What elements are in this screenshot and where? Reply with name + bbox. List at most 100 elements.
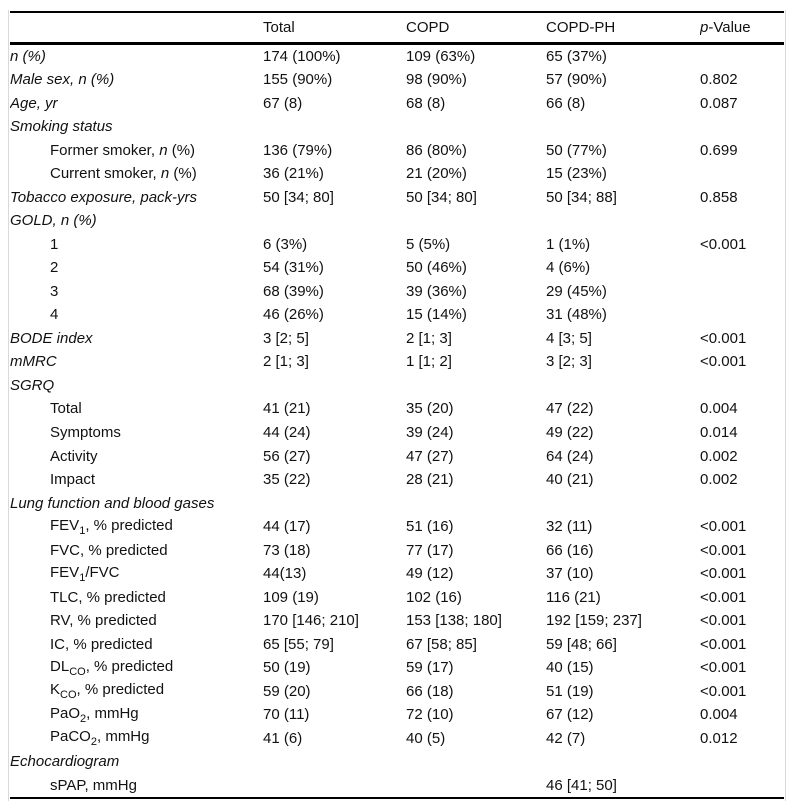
- col-header-copd-ph: COPD-PH: [546, 12, 700, 43]
- cell-p-value: <0.001: [700, 612, 747, 630]
- cell-total: [263, 773, 406, 798]
- cell-copd: 40 (5): [406, 729, 446, 747]
- table-row: sPAP, mmHg 46 [41; 50]: [10, 773, 784, 798]
- label-text: (%): [167, 141, 196, 159]
- label-text: n: [159, 141, 168, 159]
- cell-copd: [406, 115, 546, 139]
- row-label: Symptoms: [10, 421, 263, 445]
- label-text: -Value: [708, 18, 751, 36]
- cell-copd-ph: 40 (15): [546, 659, 594, 677]
- cell-total: 50 [34; 80]: [263, 188, 334, 206]
- row-label: KCO, % predicted: [10, 679, 263, 703]
- cell-total: [263, 374, 406, 398]
- table-row: Symptoms 44 (24) 39 (24) 49 (22) 0.014: [10, 421, 784, 445]
- label-text: (%): [169, 165, 197, 183]
- cell-copd: 98 (90%): [406, 71, 467, 89]
- cell-copd-ph: 15 (23%): [546, 165, 607, 183]
- right-edge-line: [785, 10, 786, 801]
- row-label: 3: [10, 280, 263, 304]
- label-text: Symptoms: [50, 424, 121, 441]
- cell-p-value: [700, 115, 784, 139]
- cell-total: 59 (20): [263, 682, 311, 700]
- label-text: Lung function and blood gases: [10, 494, 215, 512]
- row-label: 1: [10, 233, 263, 257]
- label-text: PaO: [50, 704, 81, 722]
- row-label: PaCO2, mmHg: [10, 726, 263, 750]
- cell-p-value: <0.001: [700, 565, 747, 583]
- label-text: GOLD, n (%): [10, 212, 97, 230]
- cell-copd-ph: [546, 209, 700, 233]
- table-row: Male sex, n (%) 155 (90%) 98 (90%) 57 (90%)…: [10, 68, 784, 92]
- cell-copd-ph: 29 (45%): [546, 282, 607, 300]
- cell-copd: 50 (46%): [406, 259, 467, 277]
- cell-p-value: <0.001: [700, 659, 747, 677]
- row-label: PaO2, mmHg: [10, 703, 263, 727]
- cell-copd-ph: 66 (16): [546, 541, 594, 559]
- cell-copd-ph: 49 (22): [546, 424, 594, 441]
- label-text: COPD: [406, 18, 450, 36]
- label-text: FVC, % predicted: [50, 541, 168, 559]
- cell-copd-ph: 4 [3; 5]: [546, 329, 592, 347]
- label-subscript: CO: [69, 665, 86, 678]
- label-text: p: [700, 18, 709, 36]
- cell-p-value: <0.001: [700, 518, 747, 536]
- table-row: KCO, % predicted 59 (20) 66 (18) 51 (19) <0.…: [10, 679, 784, 703]
- cell-total: 56 (27): [263, 447, 311, 465]
- table-row: TLC, % predicted 109 (19) 102 (16) 116 (21)…: [10, 585, 784, 609]
- col-header-p-value: p-Value: [700, 12, 784, 43]
- cell-copd: [406, 374, 546, 398]
- cell-p-value: 0.004: [700, 706, 738, 724]
- table-row: BODE index 3 [2; 5] 2 [1; 3] 4 [3; 5] <0.001: [10, 327, 784, 351]
- clinical-characteristics-table: Total COPD COPD-PH p-Value n (%) 174 (100%) 1…: [10, 11, 784, 799]
- cell-total: 41 (21): [263, 400, 311, 418]
- cell-total: 36 (21%): [263, 165, 324, 183]
- row-label: Impact: [10, 468, 263, 492]
- cell-p-value: 0.002: [700, 471, 738, 489]
- cell-p-value: <0.001: [700, 588, 747, 606]
- cell-total: 50 (19): [263, 659, 311, 677]
- cell-copd-ph: 192 [159; 237]: [546, 612, 642, 630]
- row-label: Echocardiogram: [10, 750, 263, 774]
- cell-copd-ph: 1 (1%): [546, 235, 591, 253]
- cell-copd-ph: 37 (10): [546, 565, 594, 583]
- label-text: DL: [50, 657, 70, 675]
- label-text: Impact: [50, 471, 96, 489]
- table-row: Activity 56 (27) 47 (27) 64 (24) 0.002: [10, 444, 784, 468]
- cell-copd-ph: 50 [34; 88]: [546, 188, 617, 206]
- cell-p-value: 0.802: [700, 71, 738, 89]
- cell-p-value: 0.014: [700, 424, 738, 441]
- label-text: Former smoker,: [50, 141, 160, 159]
- label-text: mMRC: [10, 353, 57, 371]
- table-row: RV, % predicted 170 [146; 210] 153 [138; 1…: [10, 609, 784, 633]
- cell-copd: [406, 773, 546, 798]
- label-text: Tobacco exposure, pack-yrs: [10, 188, 198, 206]
- table-row: Former smoker, n (%) 136 (79%) 86 (80%) 50 …: [10, 139, 784, 163]
- cell-copd-ph: 46 [41; 50]: [546, 776, 617, 794]
- cell-copd: 50 [34; 80]: [406, 188, 477, 206]
- label-text: PaCO: [50, 728, 91, 746]
- table-row: FVC, % predicted 73 (18) 77 (17) 66 (16) <0.…: [10, 538, 784, 562]
- row-label: Lung function and blood gases: [10, 491, 263, 515]
- table-row: PaCO2, mmHg 41 (6) 40 (5) 42 (7) 0.012: [10, 726, 784, 750]
- cell-total: 65 [55; 79]: [263, 635, 334, 653]
- row-label: BODE index: [10, 327, 263, 351]
- cell-total: 6 (3%): [263, 235, 308, 253]
- row-label: Smoking status: [10, 115, 263, 139]
- label-text: 3: [50, 282, 59, 300]
- label-subscript: 2: [90, 736, 97, 749]
- table-row: 3 68 (39%) 39 (36%) 29 (45%): [10, 280, 784, 304]
- table-row: Age, yr 67 (8) 68 (8) 66 (8) 0.087: [10, 92, 784, 116]
- cell-p-value: 0.087: [700, 94, 738, 112]
- label-text: Age, yr: [10, 94, 58, 112]
- cell-copd: [406, 209, 546, 233]
- table-row: 4 46 (26%) 15 (14%) 31 (48%): [10, 303, 784, 327]
- cell-copd-ph: 65 (37%): [546, 47, 607, 65]
- cell-copd: 102 (16): [406, 588, 462, 606]
- table-row: Total 41 (21) 35 (20) 47 (22) 0.004: [10, 397, 784, 421]
- cell-p-value: [700, 303, 784, 327]
- cell-p-value: 0.002: [700, 447, 738, 465]
- cell-copd: 77 (17): [406, 541, 454, 559]
- cell-total: 44 (17): [263, 518, 311, 536]
- cell-p-value: [700, 162, 784, 186]
- label-subscript: 1: [79, 571, 86, 584]
